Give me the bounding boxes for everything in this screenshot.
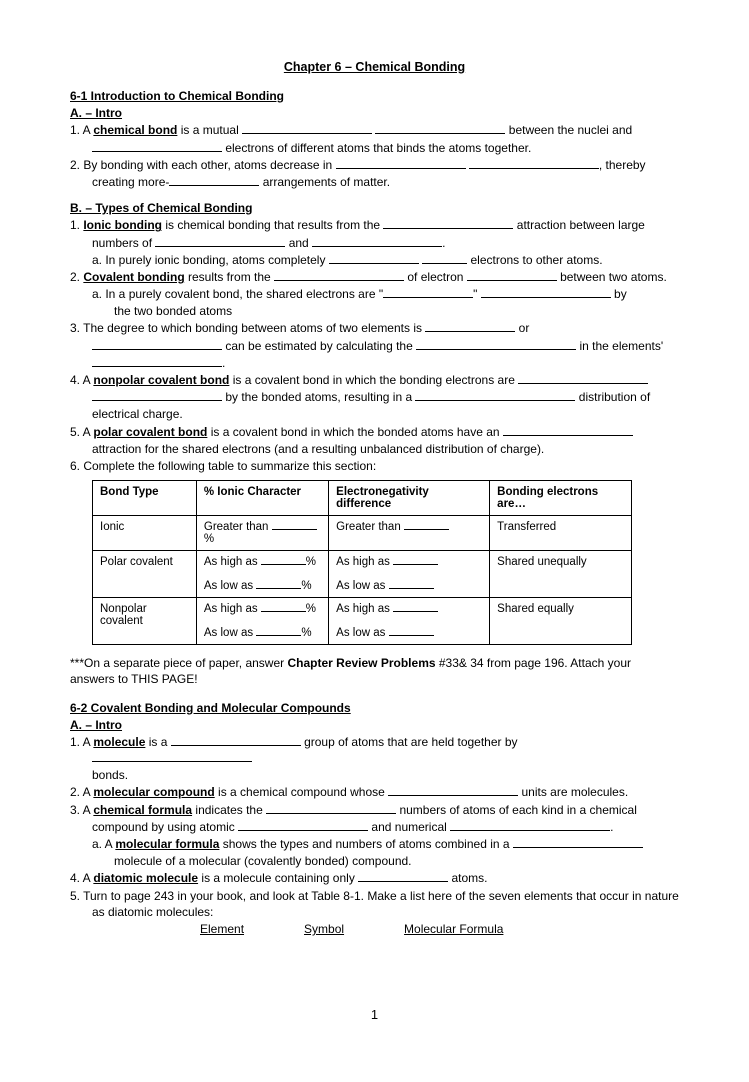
item-b4-line3: electrical charge. [70, 406, 679, 422]
item-b6: 6. Complete the following table to summa… [70, 458, 679, 474]
subsection-a-head: A. – Intro [70, 105, 679, 121]
review-note: ***On a separate piece of paper, answer … [70, 655, 679, 687]
item-a1-cont: electrons of different atoms that binds … [70, 140, 679, 156]
item-62a1: 1. A molecule is a group of atoms that a… [70, 734, 679, 766]
diatomic-list-header: Element Symbol Molecular Formula [70, 921, 679, 937]
table-row: Nonpolar covalent As high as %As low as … [93, 598, 632, 645]
item-62a2: 2. A molecular compound is a chemical co… [70, 784, 679, 800]
item-b4-line2: by the bonded atoms, resulting in a dist… [70, 389, 679, 405]
item-b4: 4. A nonpolar covalent bond is a covalen… [70, 372, 679, 388]
subsection-62a-head: A. – Intro [70, 717, 679, 733]
page-number: 1 [70, 1007, 679, 1022]
item-b2a: a. In a purely covalent bond, the shared… [70, 286, 679, 302]
item-62a3a: a. A molecular formula shows the types a… [70, 836, 679, 852]
item-a1: 1. A chemical bond is a mutual between t… [70, 122, 679, 138]
item-b5-line2: attraction for the shared electrons (and… [70, 441, 679, 457]
table-row: Ionic Greater than % Greater than Transf… [93, 516, 632, 551]
th-ionic-char: % Ionic Character [196, 481, 328, 516]
item-b1a: a. In purely ionic bonding, atoms comple… [70, 252, 679, 268]
item-62a5: 5. Turn to page 243 in your book, and lo… [70, 888, 679, 920]
th-electroneg: Electronegativity difference [329, 481, 490, 516]
item-a2-cont: creating more- arrangements of matter. [70, 174, 679, 190]
th-bonding-elec: Bonding electrons are… [490, 481, 632, 516]
item-b3: 3. The degree to which bonding between a… [70, 320, 679, 336]
item-b3-line2: can be estimated by calculating the in t… [70, 338, 679, 354]
item-b2: 2. Covalent bonding results from the of … [70, 269, 679, 285]
item-62a3a-line2: molecule of a molecular (covalently bond… [70, 853, 679, 869]
th-bond-type: Bond Type [93, 481, 197, 516]
item-b3-line3: . [70, 355, 679, 371]
bond-table: Bond Type % Ionic Character Electronegat… [92, 480, 632, 645]
item-a2: 2. By bonding with each other, atoms dec… [70, 157, 679, 173]
item-b1: 1. Ionic bonding is chemical bonding tha… [70, 217, 679, 233]
item-62a3: 3. A chemical formula indicates the numb… [70, 802, 679, 818]
subsection-b-head: B. – Types of Chemical Bonding [70, 200, 679, 216]
item-b2a-line2: the two bonded atoms [70, 303, 679, 319]
page-title: Chapter 6 – Chemical Bonding [70, 60, 679, 74]
item-62a3-line2: compound by using atomic and numerical . [70, 819, 679, 835]
table-row: Polar covalent As high as %As low as % A… [93, 551, 632, 598]
item-62a1-cont: bonds. [70, 767, 679, 783]
item-b1-line2: numbers of and . [70, 235, 679, 251]
item-b5: 5. A polar covalent bond is a covalent b… [70, 424, 679, 440]
section-61-heading: 6-1 Introduction to Chemical Bonding [70, 88, 679, 104]
item-62a4: 4. A diatomic molecule is a molecule con… [70, 870, 679, 886]
section-62-heading: 6-2 Covalent Bonding and Molecular Compo… [70, 700, 679, 716]
